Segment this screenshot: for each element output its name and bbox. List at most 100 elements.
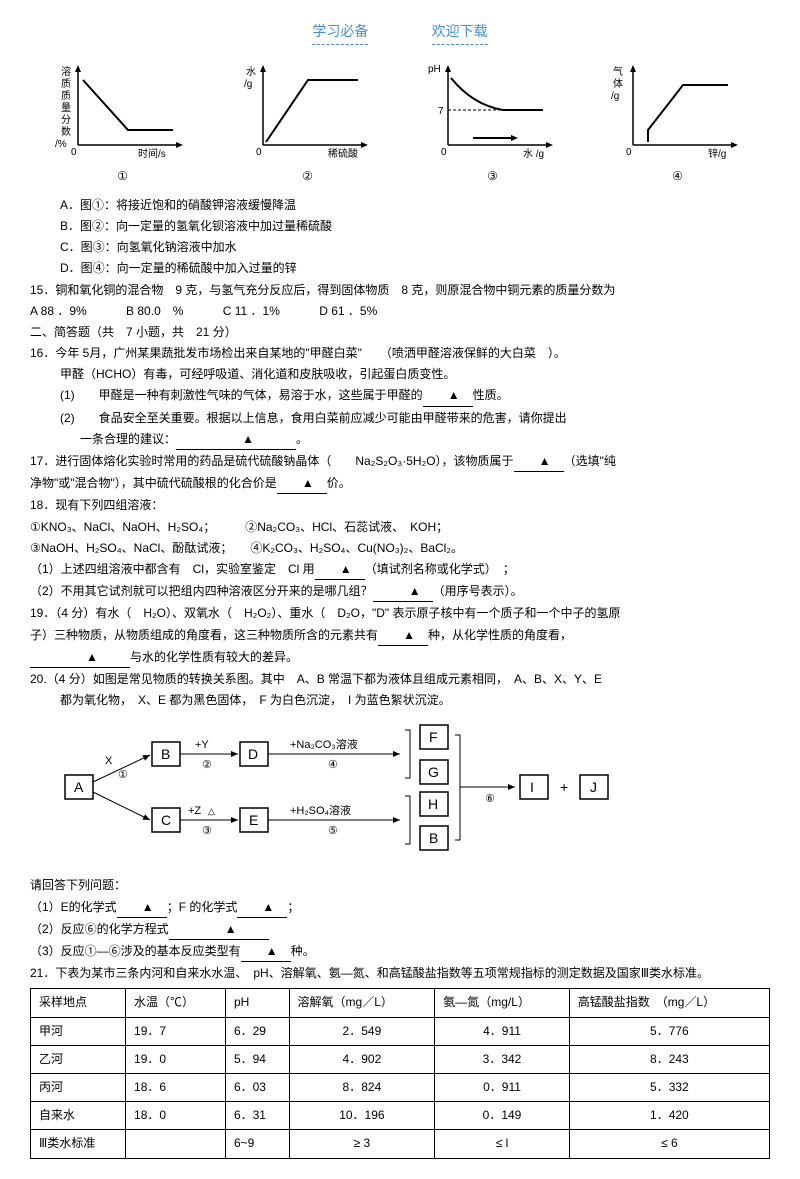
svg-text:/g: /g <box>244 79 252 90</box>
chart-2: 水 /g 0 稀硫酸 ② <box>238 60 378 185</box>
svg-text:数: 数 <box>61 125 71 138</box>
svg-text:I: I <box>530 779 534 795</box>
svg-text:X: X <box>105 755 113 767</box>
q20q-p3: （3）反应①—⑥涉及的基本反应类型有 ▲ 种。 <box>30 942 770 962</box>
q19-l2: 子）三种物质，从物质组成的角度看，这三种物质所含的元素共有 ▲ 种，从化学性质的… <box>30 626 770 646</box>
svg-text:B: B <box>161 746 170 762</box>
chart3-num: ③ <box>423 167 563 186</box>
svg-text:质: 质 <box>61 90 71 102</box>
opt-c: C．图③：向氢氧化钠溶液中加水 <box>30 238 770 257</box>
svg-text:A: A <box>74 779 84 795</box>
q18-p1: （1）上述四组溶液中都含有 Cl，实验室鉴定 Cl 用 ▲ （填试剂名称或化学式… <box>30 560 770 580</box>
q19-l1: 19．（4 分）有水（ H₂O）、双氧水（ H₂O₂）、重水（ D₂O，"D" … <box>30 604 770 623</box>
svg-text:pH: pH <box>428 64 441 75</box>
q17-l2: 净物"或"混合物"），其中硫代硫酸根的化合价是 ▲ 价。 <box>30 474 770 494</box>
section2-title: 二、简答题（共 7 小题，共 21 分） <box>30 323 770 342</box>
svg-text:水 /g: 水 /g <box>523 148 544 160</box>
chart4-num: ④ <box>608 167 748 186</box>
chart2-num: ② <box>238 167 378 186</box>
svg-text:⑥: ⑥ <box>485 793 495 805</box>
q15-text: 15．铜和氧化铜的混合物 9 克，与氢气充分反应后，得到固体物质 8 克，则原混… <box>30 281 770 300</box>
svg-text:G: G <box>428 764 439 780</box>
svg-text:①: ① <box>118 769 128 781</box>
svg-text:D: D <box>248 746 258 762</box>
q16-p2b: 一条合理的建议： ▲ 。 <box>30 430 770 450</box>
table-row: Ⅲ类水标准6~9≥ 3≤ l≤ 6 <box>31 1130 770 1158</box>
charts-row: 溶 质 质 量 分 数 /% 0 时间/s ① 水 /g 0 稀硫酸 <box>30 60 770 185</box>
chart-3: pH 7 0 水 /g ③ <box>423 60 563 185</box>
q16-p1: (1) 甲醛是一种有刺激性气味的气体，易溶于水，这些属于甲醛的 ▲ 性质。 <box>30 386 770 406</box>
svg-text:C: C <box>161 812 171 828</box>
svg-text:②: ② <box>202 759 212 771</box>
svg-text:锌/g: 锌/g <box>708 147 726 160</box>
svg-text:时间/s: 时间/s <box>138 147 166 160</box>
chart-1: 溶 质 质 量 分 数 /% 0 时间/s ① <box>53 60 193 185</box>
opt-a: A．图①：将接近饱和的硝酸钾溶液缓慢降温 <box>30 196 770 215</box>
q20-l1: 20.（4 分）如图是常见物质的转换关系图。其中 A、B 常温下都为液体且组成元… <box>30 670 770 689</box>
opt-d: D．图④：向一定量的稀硫酸中加入过量的锌 <box>30 259 770 278</box>
svg-text:B: B <box>429 830 438 846</box>
svg-text:⑤: ⑤ <box>328 825 338 837</box>
svg-text:0: 0 <box>256 147 262 158</box>
svg-text:稀硫酸: 稀硫酸 <box>328 147 358 160</box>
svg-text:+Na₂CO₃溶液: +Na₂CO₃溶液 <box>290 737 358 751</box>
th-0: 采样地点 <box>31 989 126 1017</box>
svg-text:气: 气 <box>613 65 623 78</box>
q16-l1: 16．今年 5月，广州某果蔬批发市场检出来自某地的"甲醛白菜" （喷洒甲醛溶液保… <box>30 344 770 363</box>
svg-text:△: △ <box>208 806 215 816</box>
q17: 17．进行固体熔化实验时常用的药品是硫代硫酸钠晶体（ Na₂S₂O₃·5H₂O）… <box>30 452 770 472</box>
svg-text:量: 量 <box>61 102 71 114</box>
q16-l2: 甲醛（HCHO）有毒，可经呼吸道、消化道和皮肤吸收，引起蛋白质变性。 <box>30 365 770 384</box>
th-3: 溶解氧（mg／L） <box>289 989 435 1017</box>
opt-b: B．图②：向一定量的氢氧化钡溶液中加过量稀硫酸 <box>30 217 770 236</box>
svg-text:0: 0 <box>441 147 447 158</box>
q15-opts: A 88 ．9% B 80.0 % C 11 ．1% D 61 ．5% <box>30 302 770 321</box>
svg-text:/g: /g <box>611 91 619 102</box>
svg-text:④: ④ <box>328 759 338 771</box>
page-header: 学习必备 欢迎下载 <box>30 20 770 45</box>
header-right: 欢迎下载 <box>432 20 488 45</box>
svg-text:分: 分 <box>61 114 71 126</box>
svg-text:E: E <box>249 812 258 828</box>
table-row: 乙河19．05．944．9023．3428．243 <box>31 1045 770 1073</box>
q18-l1: ①KNO₃、NaCl、NaOH、H₂SO₄； ②Na₂CO₃、HCl、石蕊试液、… <box>30 518 770 537</box>
q19-l3: ▲ 与水的化学性质有较大的差异。 <box>30 648 770 668</box>
q20q-p1: （1）E的化学式 ▲ ；F 的化学式 ▲ ； <box>30 898 770 918</box>
table-row: 自来水18．06．3110．1960．1491．420 <box>31 1102 770 1130</box>
chart-4: 气 体 /g 0 锌/g ④ <box>608 60 748 185</box>
th-4: 氨—氮（mg/L） <box>435 989 569 1017</box>
svg-text:+Y: +Y <box>195 739 209 751</box>
svg-text:F: F <box>429 729 438 745</box>
q18-l2: ③NaOH、H₂SO₄、NaCl、酚酞试液； ④K₂CO₃、H₂SO₄、Cu(N… <box>30 539 770 558</box>
q18-p2: （2）不用其它试剂就可以把组内四种溶液区分开来的是哪几组？ ▲ （用序号表示）。 <box>30 582 770 602</box>
svg-text:水: 水 <box>246 66 256 78</box>
header-left: 学习必备 <box>312 20 368 45</box>
svg-text:7: 7 <box>438 106 444 117</box>
table-row: 丙河18．66．038．8240．9115．332 <box>31 1073 770 1101</box>
q20q-head: 请回答下列问题： <box>30 876 770 895</box>
th-5: 高锰酸盐指数 （mg／L） <box>569 989 769 1017</box>
table-row: 甲河19．76．292．5494．9115．776 <box>31 1017 770 1045</box>
svg-text:0: 0 <box>626 147 632 158</box>
q21-text: 21．下表为某市三条内河和自来水水温、 pH、溶解氧、氨—氮、和高锰酸盐指数等五… <box>30 964 770 983</box>
svg-text:H: H <box>428 796 438 812</box>
flowchart-diagram: A X ① B C +Y ② +Z △ ③ D E +Na₂CO₃溶液 ④ +H₂… <box>60 720 770 866</box>
q18-head: 18．现有下列四组溶液： <box>30 496 770 515</box>
svg-text:/%: /% <box>55 139 67 150</box>
svg-text:③: ③ <box>202 825 212 837</box>
chart1-num: ① <box>53 167 193 186</box>
svg-text:体: 体 <box>613 78 623 90</box>
svg-text:J: J <box>590 779 597 795</box>
svg-text:+: + <box>560 779 568 795</box>
q20q-p2: （2）反应⑥的化学方程式 ▲ <box>30 920 770 940</box>
q20-l2: 都为氧化物， X、E 都为黑色固体， F 为白色沉淀， I 为蓝色絮状沉淀。 <box>30 691 770 710</box>
table-header-row: 采样地点 水温（℃） pH 溶解氧（mg／L） 氨—氮（mg/L） 高锰酸盐指数… <box>31 989 770 1017</box>
svg-text:+Z: +Z <box>188 805 201 817</box>
q16-p2: (2) 食品安全至关重要。根据以上信息，食用白菜前应减少可能由甲醛带来的危害，请… <box>30 409 770 428</box>
svg-text:+H₂SO₄溶液: +H₂SO₄溶液 <box>290 803 351 817</box>
th-2: pH <box>225 989 289 1017</box>
svg-text:0: 0 <box>71 147 77 158</box>
th-1: 水温（℃） <box>126 989 226 1017</box>
chart1-ylabel: 溶 <box>61 65 71 78</box>
svg-text:质: 质 <box>61 78 71 90</box>
